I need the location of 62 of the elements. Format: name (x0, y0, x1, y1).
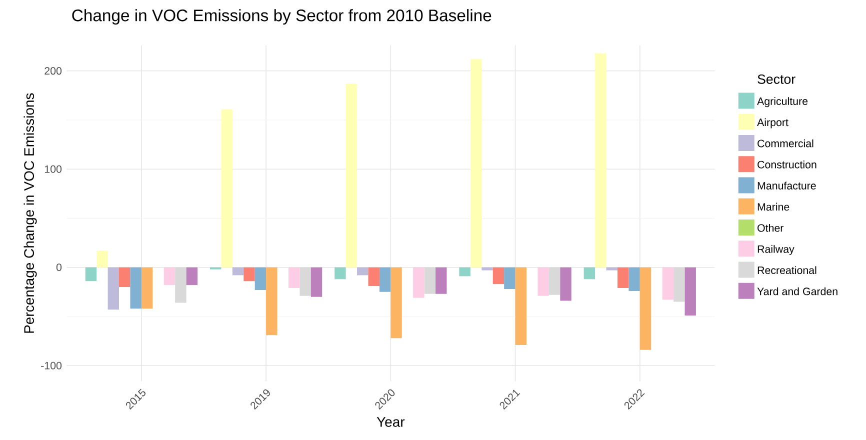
bar (617, 267, 629, 288)
bar (96, 250, 108, 268)
bar (390, 267, 402, 338)
bar (334, 267, 346, 280)
legend-label: Marine (758, 202, 790, 211)
legend-label: Other (758, 224, 784, 232)
bar (606, 267, 618, 270)
legend-label: Recreational (758, 266, 816, 274)
bar (300, 267, 311, 296)
y-tick-label: 200 (44, 67, 62, 75)
bar (244, 267, 255, 282)
y-tick-label: 100 (44, 165, 62, 173)
bar (560, 267, 572, 301)
legend-label: Airport (757, 118, 788, 128)
bar (548, 267, 560, 295)
bar (595, 53, 606, 268)
legend-label: Agriculture (757, 97, 808, 108)
bar (482, 267, 493, 270)
bar (164, 267, 176, 286)
bar (684, 267, 696, 316)
bar (119, 267, 130, 288)
bar (424, 267, 436, 294)
legend-title: Sector (758, 74, 796, 84)
legend-label: Commercial (758, 139, 814, 148)
bar (662, 267, 674, 300)
y-tick-label: -100 (41, 362, 62, 370)
bar (413, 267, 424, 298)
bar (436, 267, 447, 294)
bar (470, 59, 482, 268)
y-tick-label: 0 (56, 264, 62, 272)
bar (186, 267, 198, 286)
bar (379, 267, 391, 292)
bar (674, 267, 685, 302)
bar (584, 267, 596, 280)
bar (628, 267, 640, 291)
bar (310, 267, 322, 297)
bar (85, 267, 97, 282)
bar (108, 267, 120, 310)
bar (357, 267, 368, 276)
bar (141, 267, 153, 309)
bar (504, 267, 516, 289)
bar (640, 267, 652, 350)
legend-label: Manufacture (758, 182, 816, 190)
bar (459, 267, 470, 276)
bar (232, 267, 244, 276)
bar (538, 267, 549, 296)
bar (254, 267, 266, 290)
legend-label: Railway (758, 245, 794, 256)
bar (175, 267, 186, 303)
bar (130, 267, 142, 309)
bar (266, 267, 278, 336)
bar (492, 267, 504, 284)
bar (221, 109, 232, 268)
legend-label: Construction (758, 160, 816, 168)
x-axis-title: Year (376, 417, 405, 427)
bar (515, 267, 526, 345)
bar (368, 267, 380, 286)
bar (288, 267, 300, 288)
legend-label: Yard and Garden (757, 287, 838, 296)
y-axis-title: Percentage Change in VOC Emissions (24, 93, 37, 333)
bar (346, 84, 358, 268)
chart-title: Change in VOC Emissions by Sector from 2010 Baseline (72, 9, 492, 25)
